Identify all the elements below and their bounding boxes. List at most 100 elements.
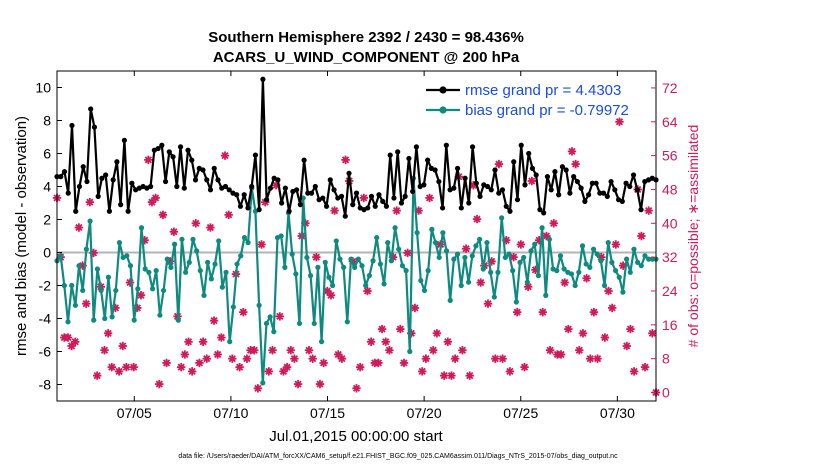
rmse-point [215,177,221,183]
bias-point [436,254,442,261]
rmse-point [537,207,543,213]
assimilated-obs-stroke [214,350,222,359]
assimilated-obs-marker [144,155,153,165]
assimilated-obs-stroke [568,147,576,155]
rmse-point [462,175,468,181]
bias-point [278,233,284,239]
assimilated-obs-stroke [217,333,225,342]
bias-point [414,230,420,236]
plot-area [57,71,656,401]
rmse-point [162,178,169,185]
bias-point [543,292,549,298]
assimilated-obs-stroke [228,355,236,363]
bias-point [333,238,339,244]
rmse-point [548,187,554,193]
assimilated-obs-stroke [352,384,361,392]
assimilated-obs-stroke [546,346,554,354]
bias-point [98,287,104,294]
assimilated-obs-marker [571,159,580,169]
assimilated-obs-stroke [648,329,656,337]
bias-point [304,254,310,261]
bias-point [598,258,604,264]
bias-point [72,302,78,308]
bias-point [381,281,387,287]
rmse-series [54,76,659,219]
bias-point [142,266,148,272]
rmse-point [473,180,479,186]
assimilated-obs-marker [228,354,237,363]
y-tick-label: 10 [35,80,51,96]
rmse-point [103,172,109,178]
rmse-point [301,157,307,163]
rmse-point [234,192,240,198]
assimilated-obs-marker [447,371,456,380]
assimilated-obs-marker [439,371,449,380]
rmse-point [638,207,644,213]
rmse-point [410,188,416,195]
assimilated-obs-marker [648,329,657,338]
rmse-point [323,203,330,209]
assimilated-obs-stroke [119,342,127,350]
bias-point [491,294,497,300]
assimilated-obs-stroke [305,346,313,354]
assimilated-obs-stroke [528,177,536,185]
assimilated-obs-stroke [100,346,109,354]
bias-point [568,271,575,277]
y-right-tick-label: 0 [662,385,670,401]
assimilated-obs-stroke [400,359,408,367]
assimilated-obs-stroke [243,355,251,363]
bias-point [153,268,159,274]
bias-point [58,253,64,259]
assimilated-obs-stroke [444,338,452,346]
assimilated-obs-stroke [623,342,631,350]
plot-frame [56,70,657,402]
assimilated-obs-stroke [509,253,518,261]
assimilated-obs-marker [465,371,474,380]
assimilated-obs-stroke [309,355,317,363]
assimilated-obs-stroke [276,312,284,320]
rmse-point [118,202,124,208]
rmse-point [368,193,375,199]
rmse-point [342,213,348,219]
rmse-point [114,159,120,165]
bias-point [183,269,189,275]
rmse-point [353,190,360,196]
bias-point [326,274,332,280]
assimilated-obs-marker [429,346,438,355]
bias-point [535,273,542,279]
assimilated-obs-marker [381,337,390,346]
assimilated-obs-stroke [203,355,211,363]
assimilated-obs-stroke [254,384,262,392]
assimilated-obs-marker [103,329,113,338]
rmse-point [294,187,300,193]
assimilated-obs-stroke [250,346,258,354]
rmse-point [496,190,502,196]
rmse-point [125,208,131,214]
bias-point [502,254,508,261]
rmse-point [99,175,105,181]
x-axis-label: Jul.01,2015 00:00:00 start [269,428,443,445]
assimilated-obs-marker [604,286,613,296]
assimilated-obs-marker [224,210,233,220]
assimilated-obs-marker [392,206,401,215]
bias-point [359,263,365,269]
assimilated-obs-marker [509,252,518,262]
bias-point [517,259,523,265]
bias-point [601,282,608,289]
rmse-point [458,205,464,211]
rmse-point [155,145,161,152]
assimilated-obs-marker [575,346,584,355]
legend-rmse-marker [439,86,447,94]
bias-point [480,266,486,272]
assimilated-obs-stroke [86,198,94,206]
bias-point [374,235,380,241]
y-right-tick-label: 48 [662,181,678,197]
bias-point [296,320,303,327]
y-right-tick-label: 32 [662,249,678,265]
y-right-tick-label: 16 [662,317,678,333]
bias-point [635,259,641,265]
rmse-point [207,187,214,193]
rmse-point [387,152,393,158]
assimilated-obs-marker [308,354,317,363]
rmse-point [398,200,405,206]
